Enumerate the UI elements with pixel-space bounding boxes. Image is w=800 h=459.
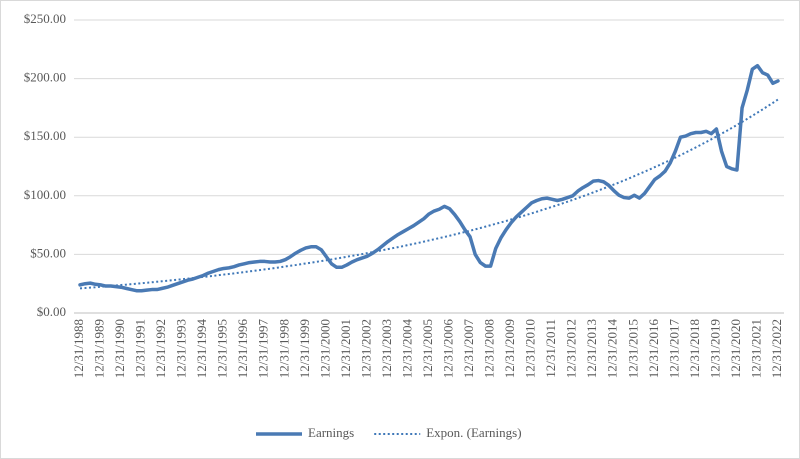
x-tick-label: 12/31/2000 — [317, 319, 332, 378]
x-tick-label: 12/31/2015 — [625, 319, 640, 378]
x-tick-label: 12/31/1995 — [215, 319, 230, 378]
data-line — [79, 98, 779, 290]
x-tick-label: 12/31/1993 — [174, 319, 189, 378]
x-tick-label: 12/31/1988 — [71, 319, 86, 378]
y-tick-label: $50.00 — [30, 245, 66, 260]
data-line — [78, 63, 780, 293]
x-tick-label: 12/31/1996 — [235, 319, 250, 379]
x-tick-label: 12/31/2022 — [769, 319, 784, 378]
x-tick-label: 12/31/1992 — [153, 319, 168, 378]
x-tick-label: 12/31/2008 — [482, 319, 497, 378]
x-tick-label: 12/31/2007 — [461, 319, 476, 379]
x-tick-label: 12/31/2010 — [523, 319, 538, 378]
x-tick-label: 12/31/1991 — [133, 319, 148, 378]
x-tick-label: 12/31/2005 — [420, 319, 435, 378]
x-tick-label: 12/31/2009 — [502, 319, 517, 378]
y-tick-label: $0.00 — [37, 304, 66, 319]
x-tick-label: 12/31/1998 — [276, 319, 291, 378]
x-tick-label: 12/31/2013 — [584, 319, 599, 378]
x-tick-label: 12/31/2006 — [441, 319, 456, 379]
x-tick-label: 12/31/2021 — [748, 319, 763, 378]
legend: Earnings Expon. (Earnings) — [256, 425, 522, 440]
x-tick-label: 12/31/2020 — [728, 319, 743, 378]
x-tick-label: 12/31/2017 — [666, 319, 681, 379]
x-tick-label: 12/31/2002 — [358, 319, 373, 378]
x-tick-label: 12/31/1990 — [112, 319, 127, 378]
y-tick-label: $200.00 — [24, 70, 66, 85]
x-tick-label: 12/31/1994 — [194, 319, 209, 379]
x-tick-label: 12/31/2012 — [564, 319, 579, 378]
y-tick-label: $100.00 — [24, 187, 66, 202]
x-tick-label: 12/31/2004 — [399, 319, 414, 379]
x-tick-label: 12/31/2001 — [338, 319, 353, 378]
x-tick-label: 12/31/2018 — [687, 319, 702, 378]
y-tick-label: $150.00 — [24, 128, 66, 143]
x-tick-label: 12/31/1997 — [256, 319, 271, 379]
x-tick-label: 12/31/2016 — [646, 319, 661, 379]
x-tick-label: 12/31/2011 — [543, 319, 558, 378]
legend-label: Earnings — [308, 425, 354, 440]
x-tick-label: 12/31/2003 — [379, 319, 394, 378]
x-tick-label: 12/31/2014 — [605, 319, 620, 379]
y-tick-label: $250.00 — [24, 11, 66, 26]
x-tick-label: 12/31/1999 — [297, 319, 312, 378]
legend-label: Expon. (Earnings) — [426, 425, 521, 440]
x-tick-label: 12/31/1989 — [92, 319, 107, 378]
x-tick-label: 12/31/2019 — [707, 319, 722, 378]
